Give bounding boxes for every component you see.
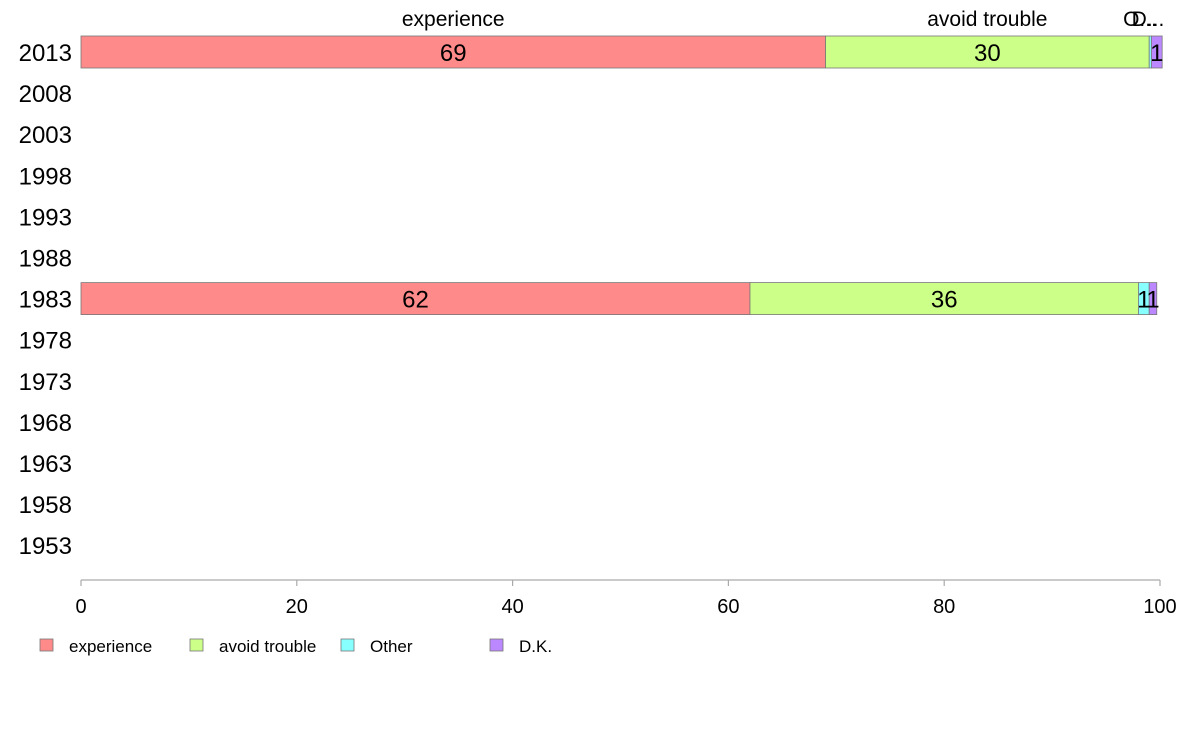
x-tick-label: 100 xyxy=(1143,596,1176,618)
x-tick-label: 60 xyxy=(717,596,739,618)
x-tick-label: 40 xyxy=(501,596,523,618)
bar-value-label: 1 xyxy=(1150,40,1163,67)
bar-segment xyxy=(1148,282,1158,316)
legend-swatch xyxy=(189,638,204,652)
legend-label: D.K. xyxy=(519,637,552,656)
x-tick-label: 0 xyxy=(75,596,86,618)
bar-value-label: 36 xyxy=(931,287,958,314)
bar-value-label: 30 xyxy=(974,40,1001,67)
legend-label: experience xyxy=(69,637,152,656)
year-label: 1968 xyxy=(19,410,72,437)
legend-swatch xyxy=(39,638,54,652)
year-label: 2003 xyxy=(19,122,72,149)
year-label: 1983 xyxy=(19,287,72,314)
bar-segment xyxy=(825,35,1150,69)
bar-segment xyxy=(1150,35,1163,69)
year-label: 1963 xyxy=(19,451,72,478)
legend-label: Other xyxy=(370,637,413,656)
year-label: 1988 xyxy=(19,246,72,273)
bar-value-label: 69 xyxy=(440,40,467,67)
bar-value-label: 1 xyxy=(1146,287,1159,314)
x-tick-label: 20 xyxy=(286,596,308,618)
year-label: 2008 xyxy=(19,81,72,108)
series-top-label: avoid trouble xyxy=(927,8,1047,31)
year-label: 1993 xyxy=(19,204,72,231)
series-top-label: O... xyxy=(1123,8,1157,31)
bar-value-label: 1 xyxy=(1137,287,1150,314)
year-label: 2013 xyxy=(19,40,72,67)
year-label: 1953 xyxy=(19,533,72,560)
legend-swatch xyxy=(340,638,355,652)
x-tick-label: 80 xyxy=(933,596,955,618)
bar-segment xyxy=(80,282,751,316)
series-top-label: D... xyxy=(1132,8,1165,31)
bar-segment xyxy=(80,35,826,69)
year-label: 1973 xyxy=(19,369,72,396)
year-label: 1978 xyxy=(19,328,72,355)
bar-segment xyxy=(749,282,1139,316)
bar-value-label: 62 xyxy=(402,287,429,314)
year-label: 1998 xyxy=(19,163,72,190)
year-label: 1958 xyxy=(19,492,72,519)
series-top-label: experience xyxy=(402,8,505,31)
legend-swatch xyxy=(489,638,504,652)
legend-label: avoid trouble xyxy=(219,637,316,656)
